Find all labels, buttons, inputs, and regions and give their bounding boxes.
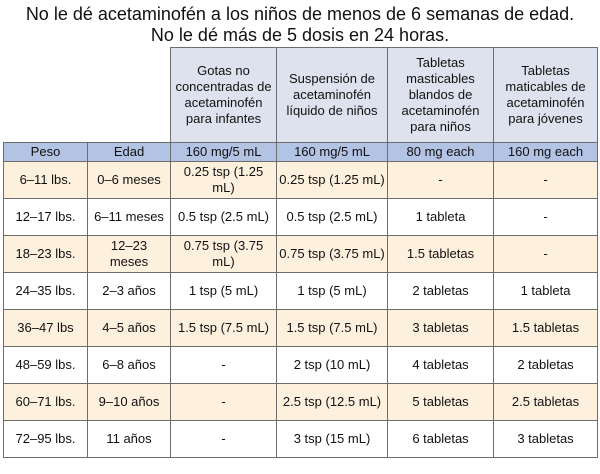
cell-edad: 4–5 años [87,309,171,347]
header-tabletas-jovenes: Tabletas maticables de acetaminofén para… [493,47,598,143]
table-row: 12–17 lbs. 6–11 meses 0.5 tsp (2.5 mL) 0… [3,198,598,236]
units-jovenes: 160 mg each [493,142,598,162]
cell-edad: 9–10 años [87,383,171,421]
cell-edad: 0–6 meses [87,161,171,199]
cell-blandos: 2 tabletas [387,272,494,310]
cell-suspension: 2 tsp (10 mL) [276,346,388,384]
cell-edad: 6–8 años [87,346,171,384]
cell-suspension: 0.5 tsp (2.5 mL) [276,198,388,236]
header-suspension: Suspensión de acetaminofén líquido de ni… [276,47,388,143]
cell-suspension: 3 tsp (15 mL) [276,420,388,458]
cell-jovenes: 2.5 tabletas [493,383,598,421]
product-header-row: Gotas no concentradas de acetaminofén pa… [3,47,598,143]
cell-gotas: 0.25 tsp (1.25 mL) [170,161,277,199]
cell-edad: 6–11 meses [87,198,171,236]
cell-blandos: 4 tabletas [387,346,494,384]
cell-jovenes: 3 tabletas [493,420,598,458]
cell-gotas: - [170,383,277,421]
cell-jovenes: 1.5 tabletas [493,309,598,347]
warning-line-2: No le dé más de 5 dosis en 24 horas. [150,25,450,45]
warning-line-1: No le dé acetaminofén a los niños de men… [25,4,575,24]
cell-jovenes: 2 tabletas [493,346,598,384]
table-row: 48–59 lbs. 6–8 años - 2 tsp (10 mL) 4 ta… [3,346,598,384]
table-row: 18–23 lbs. 12–23 meses 0.75 tsp (3.75 mL… [3,235,598,273]
header-tabletas-blandos: Tabletas masticables blandos de acetamin… [387,47,494,143]
header-blank-cell [3,47,88,143]
cell-gotas: - [170,420,277,458]
cell-peso: 18–23 lbs. [3,235,88,273]
cell-edad: 11 años [87,420,171,458]
cell-blandos: 1 tableta [387,198,494,236]
cell-suspension: 0.25 tsp (1.25 mL) [276,161,388,199]
cell-blandos: - [387,161,494,199]
units-edad: Edad [87,142,171,162]
cell-peso: 12–17 lbs. [3,198,88,236]
cell-gotas: 0.5 tsp (2.5 mL) [170,198,277,236]
cell-blandos: 5 tabletas [387,383,494,421]
table-row: 36–47 lbs 4–5 años 1.5 tsp (7.5 mL) 1.5 … [3,309,598,347]
cell-edad: 2–3 años [87,272,171,310]
cell-edad: 12–23 meses [87,235,171,273]
cell-jovenes: - [493,161,598,199]
header-gotas: Gotas no concentradas de acetaminofén pa… [170,47,277,143]
table-row: 60–71 lbs. 9–10 años - 2.5 tsp (12.5 mL)… [3,383,598,421]
cell-peso: 48–59 lbs. [3,346,88,384]
cell-blandos: 3 tabletas [387,309,494,347]
table-row: 6–11 lbs. 0–6 meses 0.25 tsp (1.25 mL) 0… [3,161,598,199]
units-suspension: 160 mg/5 mL [276,142,388,162]
table-row: 72–95 lbs. 11 años - 3 tsp (15 mL) 6 tab… [3,420,598,458]
cell-peso: 36–47 lbs [3,309,88,347]
cell-gotas: 1 tsp (5 mL) [170,272,277,310]
cell-suspension: 2.5 tsp (12.5 mL) [276,383,388,421]
cell-jovenes: 1 tableta [493,272,598,310]
cell-peso: 72–95 lbs. [3,420,88,458]
cell-gotas: 0.75 tsp (3.75 mL) [170,235,277,273]
units-row: Peso Edad 160 mg/5 mL 160 mg/5 mL 80 mg … [3,142,598,162]
units-blandos: 80 mg each [387,142,494,162]
table-row: 24–35 lbs. 2–3 años 1 tsp (5 mL) 1 tsp (… [3,272,598,310]
cell-gotas: - [170,346,277,384]
cell-peso: 24–35 lbs. [3,272,88,310]
cell-peso: 6–11 lbs. [3,161,88,199]
cell-peso: 60–71 lbs. [3,383,88,421]
cell-blandos: 6 tabletas [387,420,494,458]
cell-suspension: 1 tsp (5 mL) [276,272,388,310]
cell-suspension: 1.5 tsp (7.5 mL) [276,309,388,347]
cell-blandos: 1.5 tabletas [387,235,494,273]
header-blank-cell [87,47,171,143]
units-peso: Peso [3,142,88,162]
cell-gotas: 1.5 tsp (7.5 mL) [170,309,277,347]
dosage-table: Gotas no concentradas de acetaminofén pa… [3,47,598,458]
cell-suspension: 0.75 tsp (3.75 mL) [276,235,388,273]
cell-jovenes: - [493,198,598,236]
cell-jovenes: - [493,235,598,273]
units-gotas: 160 mg/5 mL [170,142,277,162]
